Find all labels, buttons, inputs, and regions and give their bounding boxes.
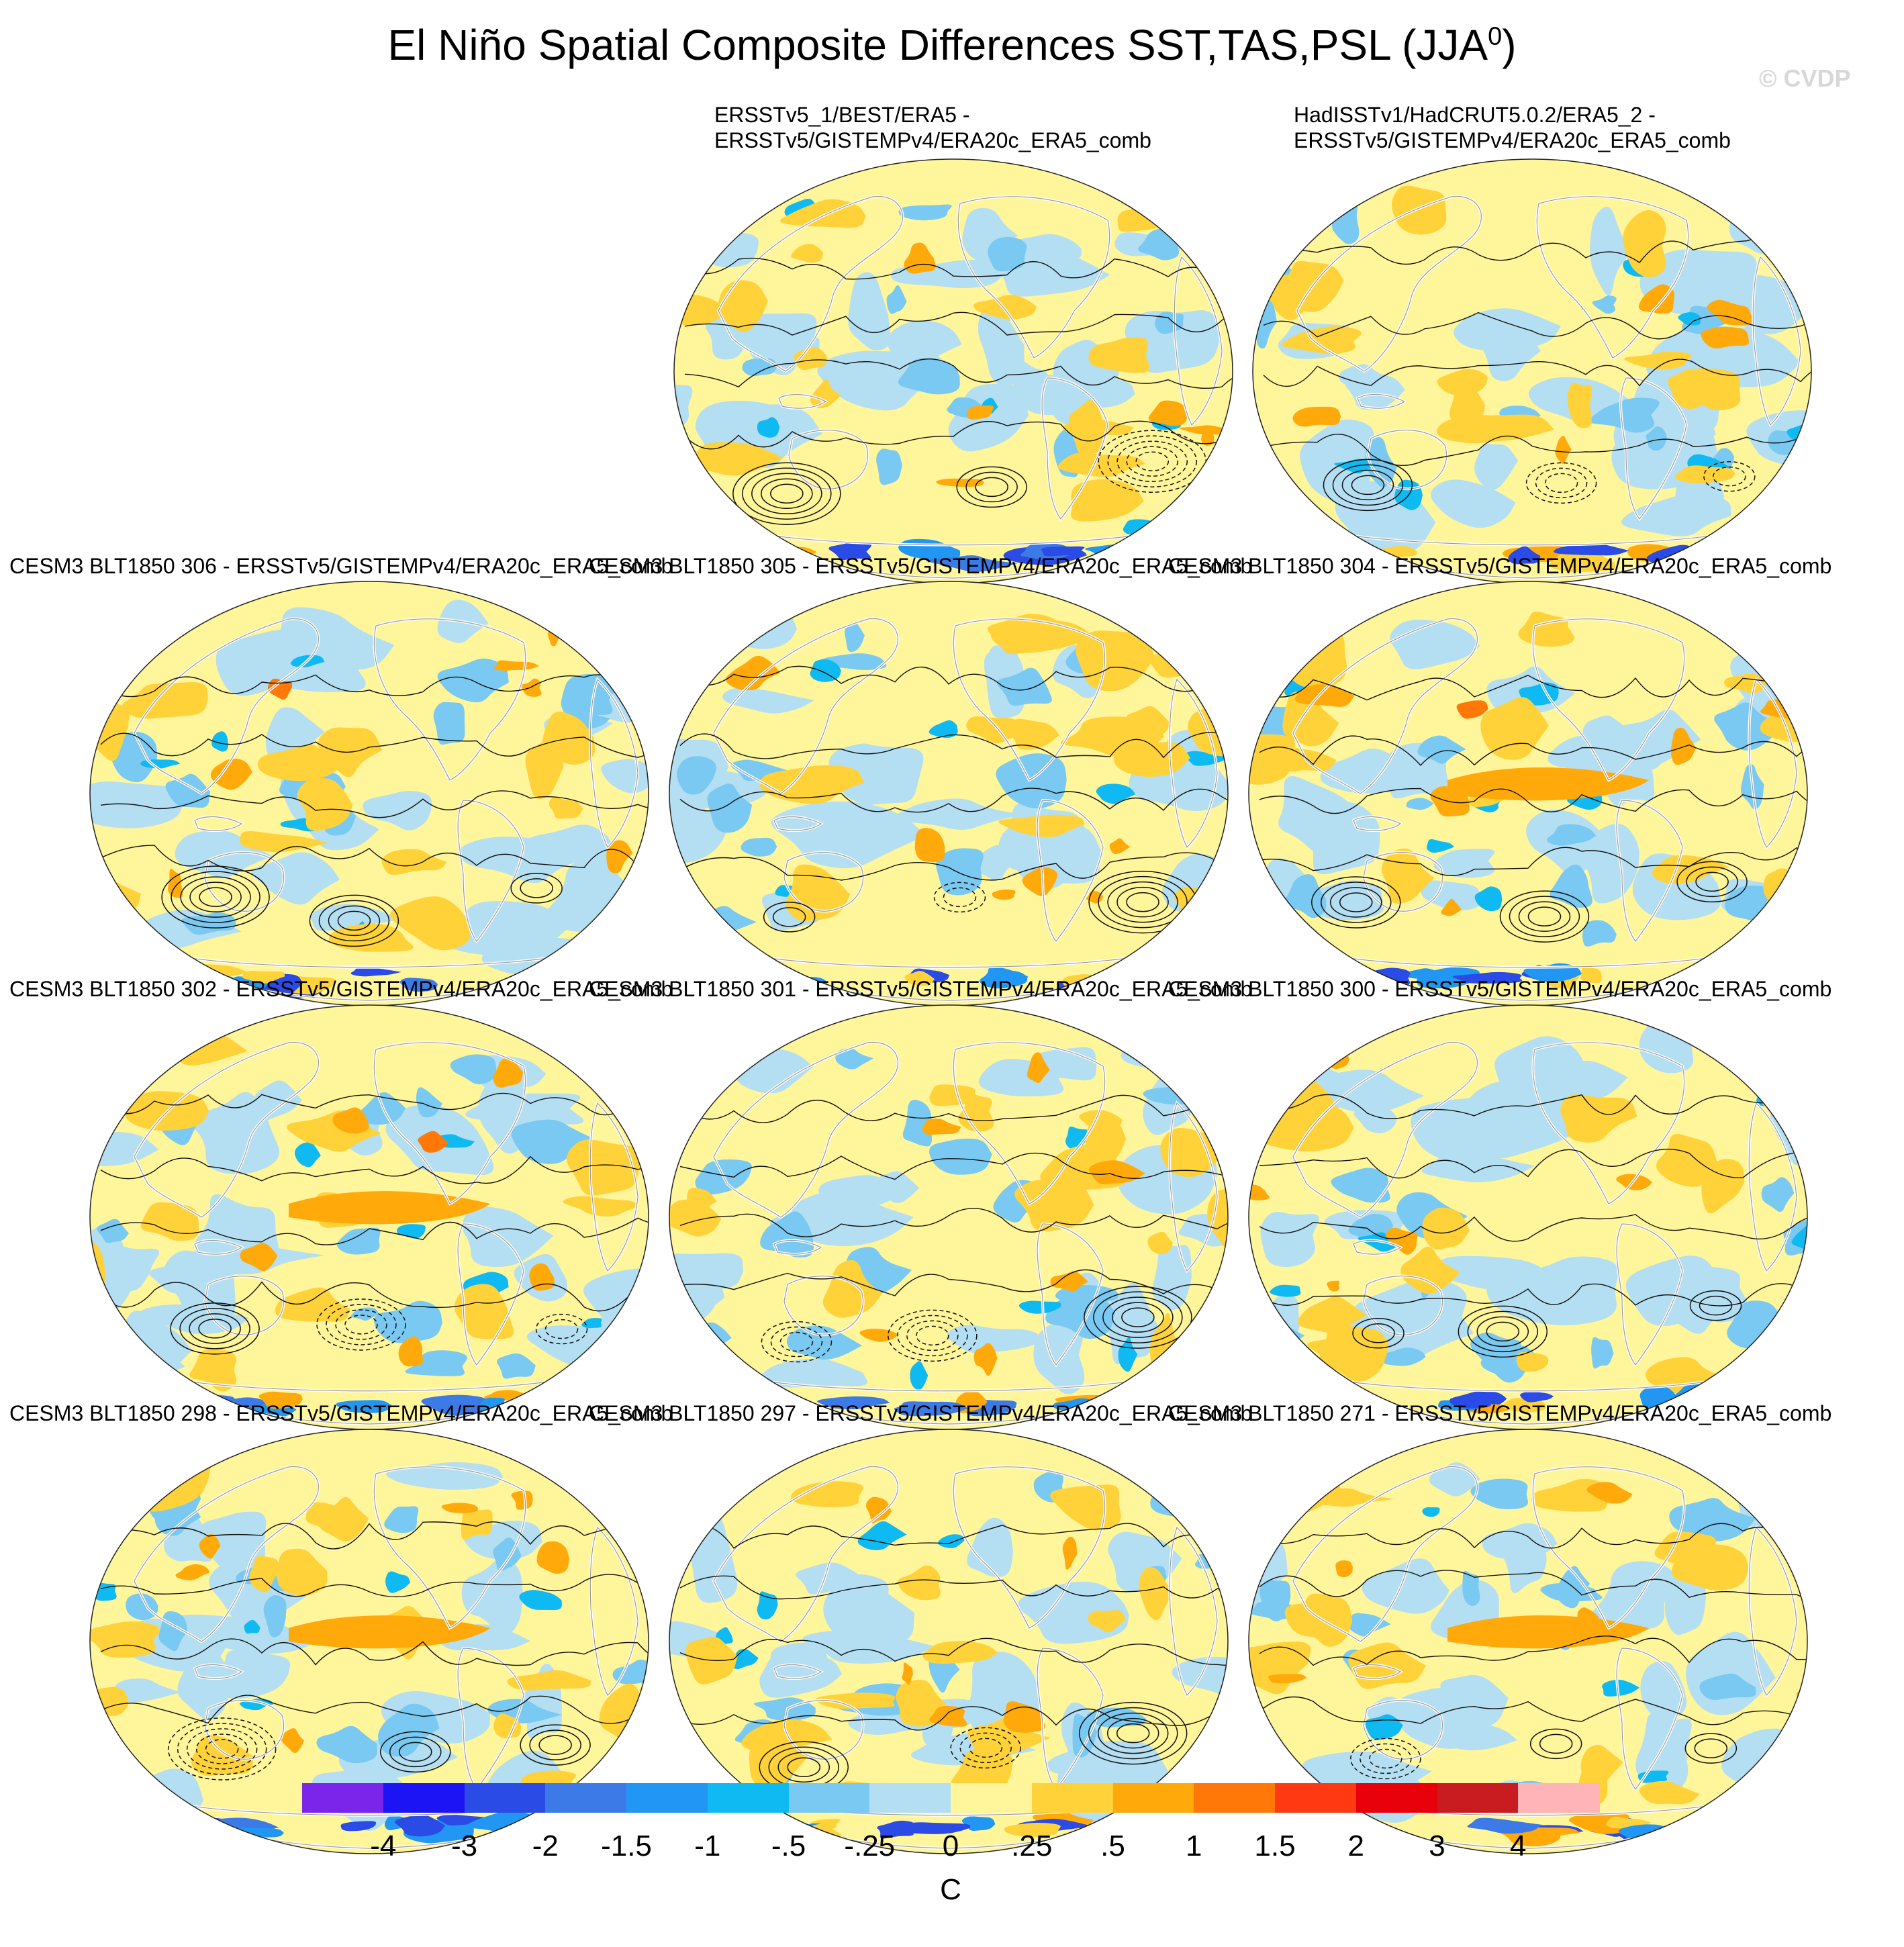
colorbar-tick-label: -.5 [771, 1830, 806, 1862]
colorbar-tick-label: 1.5 [1254, 1830, 1296, 1862]
colorbar-swatch [1031, 1783, 1113, 1813]
colorbar-swatch [1437, 1783, 1519, 1813]
colorbar-tick-label: 4 [1510, 1830, 1527, 1862]
map-cesm3-305 [667, 579, 1231, 1008]
colorbar-swatch [1355, 1783, 1437, 1813]
map-cesm3-301 [667, 1002, 1231, 1432]
colorbar-swatch [869, 1783, 951, 1813]
panel-title-cesm3-301: CESM3 BLT1850 301 - ERSSTv5/GISTEMPv4/ER… [589, 977, 1253, 1001]
colorbar-tick-label: 0 [942, 1830, 959, 1862]
temperature-colorbar [302, 1783, 1600, 1813]
colorbar-swatch [707, 1783, 789, 1813]
colorbar-tick-label: .25 [1011, 1830, 1053, 1862]
colorbar-tick-label: 2 [1347, 1830, 1364, 1862]
colorbar-swatch [1112, 1783, 1194, 1813]
colorbar-swatch [302, 1783, 384, 1813]
colorbar-tick-label: -1 [694, 1830, 721, 1862]
colorbar-tick-label: -3 [450, 1830, 478, 1862]
map-cesm3-271 [1246, 1427, 1810, 1856]
panel-title-cesm3-302: CESM3 BLT1850 302 - ERSSTv5/GISTEMPv4/ER… [9, 977, 673, 1001]
colorbar-swatch [951, 1783, 1033, 1813]
map-cesm3-298 [87, 1427, 651, 1856]
colorbar-tick-label: 1 [1186, 1830, 1202, 1862]
cvdp-watermark: © CVDP [1759, 64, 1851, 92]
map-cesm3-297 [667, 1427, 1231, 1856]
map-cesm3-302 [87, 1002, 651, 1432]
panel-title-hadisst-hadcrut-era5: HadISSTv1/HadCRUT5.0.2/ERA5_2 - ERSSTv5/G… [1294, 103, 1731, 152]
panel-title-cesm3-304: CESM3 BLT1850 304 - ERSSTv5/GISTEMPv4/ER… [1168, 554, 1832, 578]
colorbar-tick-label: 3 [1429, 1830, 1445, 1862]
panel-title-cesm3-305: CESM3 BLT1850 305 - ERSSTv5/GISTEMPv4/ER… [589, 554, 1253, 578]
panel-title-ersst-best-era5: ERSSTv5_1/BEST/ERA5 - ERSSTv5/GISTEMPv4/E… [714, 103, 1151, 152]
colorbar-swatch [626, 1783, 708, 1813]
colorbar-swatch [1275, 1783, 1357, 1813]
colorbar-tick-label: -4 [370, 1830, 397, 1862]
panel-title-cesm3-300: CESM3 BLT1850 300 - ERSSTv5/GISTEMPv4/ER… [1168, 977, 1832, 1001]
figure-title: El Niño Spatial Composite Differences SS… [387, 21, 1517, 69]
map-cesm3-306 [87, 579, 651, 1008]
colorbar-tick-label: -.25 [844, 1830, 896, 1862]
colorbar-swatch [1194, 1783, 1276, 1813]
colorbar-swatch [1518, 1783, 1600, 1813]
panel-title-cesm3-297: CESM3 BLT1850 297 - ERSSTv5/GISTEMPv4/ER… [589, 1401, 1253, 1425]
colorbar-tick-label: -2 [532, 1830, 559, 1862]
colorbar-tick-label: .5 [1100, 1830, 1125, 1862]
panel-title-cesm3-298: CESM3 BLT1850 298 - ERSSTv5/GISTEMPv4/ER… [9, 1401, 673, 1425]
map-ersst-best-era5 [671, 156, 1235, 586]
map-hadisst-hadcrut-era5 [1250, 156, 1814, 586]
panel-title-cesm3-271: CESM3 BLT1850 271 - ERSSTv5/GISTEMPv4/ER… [1168, 1401, 1832, 1425]
panel-title-cesm3-306: CESM3 BLT1850 306 - ERSSTv5/GISTEMPv4/ER… [9, 554, 673, 578]
colorbar-tick-label: -1.5 [601, 1830, 652, 1862]
colorbar-swatch [464, 1783, 546, 1813]
colorbar-swatch [545, 1783, 627, 1813]
colorbar-swatch [383, 1783, 465, 1813]
colorbar-swatch [788, 1783, 870, 1813]
map-cesm3-304 [1246, 579, 1810, 1008]
colorbar-units: C [940, 1873, 961, 1906]
map-cesm3-300 [1246, 1002, 1810, 1432]
